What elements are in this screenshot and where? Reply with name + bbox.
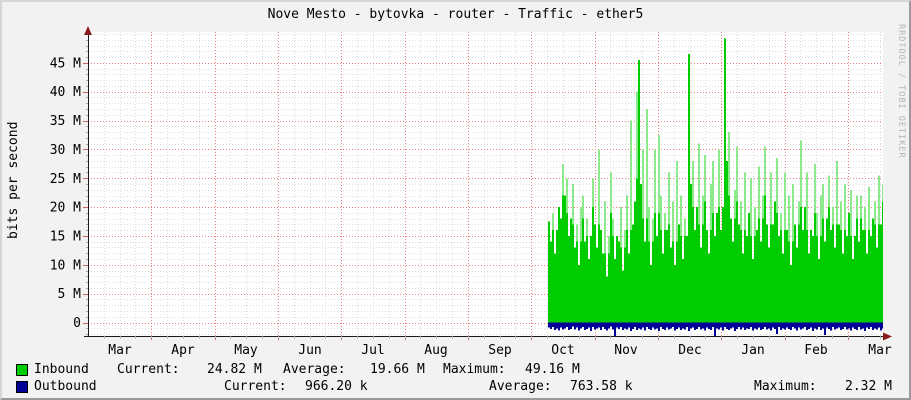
outbound-average-label: Average: [489, 379, 552, 394]
inbound-average-label: Average: [283, 362, 346, 377]
inbound-name: Inbound [34, 362, 89, 377]
inbound-area [548, 38, 883, 323]
x-tick-label: May [234, 343, 258, 358]
x-tick-label: Feb [804, 343, 828, 358]
legend-row-inbound: Inbound Current: 24.82 M Average: 19.66 … [2, 362, 909, 378]
y-tick-label: 10 M [50, 258, 81, 273]
inbound-maximum-value: 49.16 M [525, 362, 580, 377]
y-tick-label: 5 M [58, 287, 82, 302]
x-tick-label: Dec [678, 343, 701, 358]
y-tick-label: 40 M [50, 85, 81, 100]
y-tick-label: 15 M [50, 229, 81, 244]
x-tick-label: Oct [551, 343, 574, 358]
rrdtool-watermark: RRDTOOL / TOBI OETIKER [896, 24, 906, 159]
outbound-average-value: 763.58 k [570, 379, 633, 394]
x-tick-label: Mar [868, 343, 892, 358]
x-tick-label: Jun [298, 343, 321, 358]
x-axis-arrow [883, 332, 892, 341]
outbound-area [548, 322, 883, 336]
outbound-current-label: Current: [224, 379, 287, 394]
x-tick-label: Nov [614, 343, 638, 358]
outbound-swatch [16, 381, 28, 393]
axes [83, 26, 892, 341]
x-tick-label: Sep [488, 343, 512, 358]
inbound-current-label: Current: [117, 362, 180, 377]
y-tick-label: 20 M [50, 201, 81, 216]
y-tick-label: 30 M [50, 143, 81, 158]
x-tick-label: Mar [108, 343, 132, 358]
grid [88, 32, 883, 336]
y-tick-label: 0 [73, 316, 81, 331]
x-tick-label: Jan [741, 343, 764, 358]
y-tick-label: 45 M [50, 56, 81, 71]
inbound-current-value: 24.82 M [207, 362, 262, 377]
traffic-chart: 0 5 M 10 M 15 M 20 M 25 M 30 M 35 M 40 M 45 M Mar A… [50, 26, 892, 358]
y-tick-label: 35 M [50, 114, 81, 129]
inbound-average-value: 19.66 M [370, 362, 425, 377]
x-tick-label: Aug [424, 343, 447, 358]
inbound-maximum-label: Maximum: [443, 362, 506, 377]
x-tick-label: Apr [171, 343, 195, 358]
inbound-swatch [16, 364, 28, 376]
outbound-current-value: 966.20 k [305, 379, 368, 394]
outbound-maximum-value: 2.32 M [845, 379, 892, 394]
legend-row-outbound: Outbound Current: 966.20 k Average: 763.… [2, 379, 909, 395]
tick-labels: 0 5 M 10 M 15 M 20 M 25 M 30 M 35 M 40 M 45 M Mar A… [50, 56, 892, 358]
y-axis-arrow [84, 26, 92, 35]
x-tick-label: Jul [361, 343, 384, 358]
y-tick-label: 25 M [50, 172, 81, 187]
outbound-maximum-label: Maximum: [754, 379, 817, 394]
graph-title: Nove Mesto - bytovka - router - Traffic … [267, 7, 644, 22]
outbound-name: Outbound [34, 379, 97, 394]
